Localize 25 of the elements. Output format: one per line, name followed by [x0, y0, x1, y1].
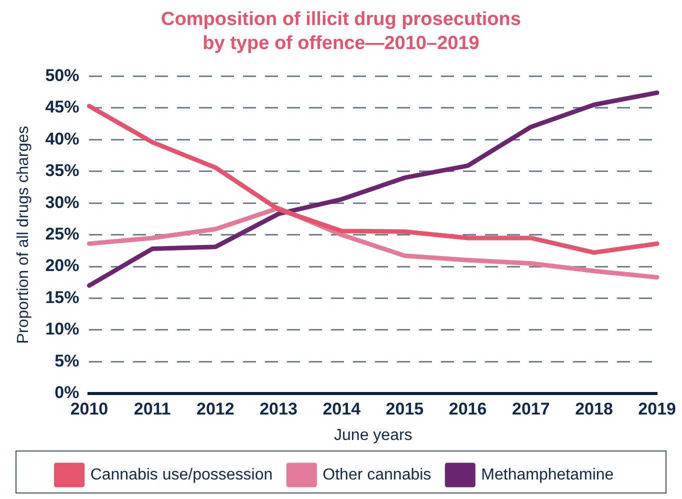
- x-tick-label: 2012: [196, 399, 234, 418]
- x-tick-label: 2017: [512, 399, 550, 418]
- x-tick-label: 2014: [322, 399, 362, 418]
- y-axis-title: Proportion of all drugs charges: [15, 126, 32, 344]
- y-tick-label: 35%: [45, 161, 80, 180]
- x-axis-title: June years: [334, 426, 412, 444]
- y-tick-label: 30%: [45, 192, 80, 212]
- x-tick-label: 2015: [386, 399, 424, 418]
- x-tick-label: 2016: [448, 399, 487, 418]
- y-tick-label: 5%: [54, 351, 80, 370]
- x-tick-label: 2013: [260, 399, 298, 418]
- legend-label: Cannabis use/possession: [90, 466, 273, 484]
- y-tick-label: 20%: [45, 256, 80, 276]
- legend-label: Methamphetamine: [481, 466, 614, 484]
- y-tick-label: 10%: [45, 320, 80, 339]
- x-tick-label: 2019: [638, 399, 676, 418]
- y-tick-label: 50%: [45, 66, 80, 85]
- chart-title: Composition of illicit drug prosecutions by type of offence—2010–2019: [160, 8, 522, 56]
- x-tick-label: 2011: [134, 399, 171, 418]
- y-tick-label: 25%: [45, 224, 80, 244]
- y-tick-label: 45%: [45, 98, 80, 117]
- legend-label: Other cannabis: [322, 466, 432, 484]
- x-tick-label: 2018: [575, 399, 613, 418]
- y-tick-label: 40%: [45, 129, 80, 148]
- y-tick-label: 15%: [45, 288, 80, 307]
